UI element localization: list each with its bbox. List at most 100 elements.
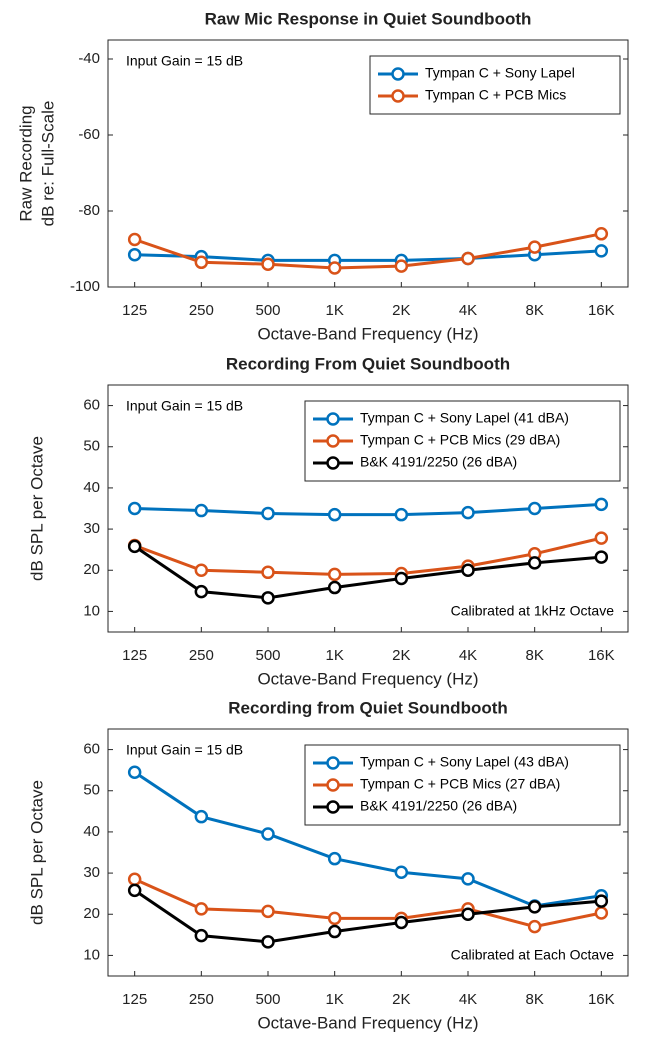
legend-marker [326,778,340,792]
legend-label: B&K 4191/2250 (26 dBA) [360,454,517,470]
data-point [261,257,275,271]
x-tick-label: 250 [189,647,214,664]
series-line [134,877,602,929]
annotation: Input Gain = 15 dB [126,742,243,758]
data-point [261,565,275,580]
data-point [127,872,142,887]
x-tick-label: 8K [525,647,543,664]
chart-title: Raw Mic Response in Quiet Soundbooth [205,9,532,28]
legend-label: Tympan C + Sony Lapel [425,65,575,81]
data-point [194,563,209,577]
data-point [194,584,209,599]
x-tick-label: 250 [189,991,214,1008]
data-point [127,247,142,262]
series-line [133,545,602,600]
y-axis-label: Raw Recording [16,105,35,221]
data-point [594,906,609,920]
data-point [461,251,475,266]
series-line [134,502,602,517]
y-tick-label: 10 [83,946,100,963]
x-axis-label: Octave-Band Frequency (Hz) [257,1013,478,1032]
legend-label: B&K 4191/2250 (26 dBA) [360,798,517,814]
data-point [327,911,342,926]
data-point [594,894,609,908]
x-tick-label: 8K [525,302,543,319]
chart-title: Recording From Quiet Soundbooth [226,354,510,373]
data-point [327,580,342,595]
data-point [327,851,342,866]
legend-label: Tympan C + PCB Mics (27 dBA) [360,776,560,792]
x-tick-label: 125 [122,302,147,319]
series-line [134,249,602,262]
data-point [594,244,609,258]
x-tick-label: 1K [325,991,343,1008]
annotation: Calibrated at Each Octave [451,947,615,963]
data-point [194,928,209,943]
x-tick-label: 500 [255,647,280,664]
data-point [461,872,475,886]
legend-marker [391,89,405,103]
data-point [127,539,142,554]
data-point [327,567,342,582]
annotation: Input Gain = 15 dB [126,398,243,414]
data-point [594,531,609,545]
data-point [461,563,475,577]
data-point [127,765,142,779]
data-point [261,904,275,919]
x-tick-label: 500 [255,991,280,1008]
data-point [527,501,542,516]
legend-marker [326,434,340,448]
data-point [261,591,275,605]
data-point [127,232,142,247]
x-tick-label: 1K [325,647,343,664]
series-line [133,770,602,908]
annotation: Calibrated at 1kHz Octave [451,603,615,619]
data-point [394,571,409,586]
x-tick-label: 8K [525,991,543,1008]
y-tick-label: 40 [83,479,100,496]
y-axis-label: dB SPL per Octave [27,436,46,581]
data-point [527,556,542,570]
data-point [194,503,209,518]
legend-marker [326,800,340,814]
x-tick-label: 4K [459,302,477,319]
data-point [194,255,209,270]
y-tick-label: 50 [83,438,100,455]
data-point [327,507,342,522]
x-tick-label: 2K [392,302,410,319]
data-point [394,507,409,522]
y-tick-label: 20 [83,561,100,578]
series-line [133,889,602,944]
data-point [461,907,475,921]
legend-marker [391,67,405,81]
y-axis-label: dB SPL per Octave [27,780,46,925]
data-point [527,240,542,254]
legend-box [304,400,621,482]
y-tick-label: 40 [83,823,100,840]
data-point [327,261,342,275]
y-tick-label: -60 [78,126,100,143]
y-tick-label: 30 [83,520,100,537]
x-axis-label: Octave-Band Frequency (Hz) [257,669,478,688]
data-point [261,506,275,521]
data-point [394,259,409,273]
x-tick-label: 500 [255,302,280,319]
chart-title: Recording from Quiet Soundbooth [228,698,508,717]
y-tick-label: 50 [83,782,100,799]
data-point [194,809,209,824]
y-tick-label: 20 [83,905,100,922]
legend-marker [326,412,340,426]
x-tick-label: 1K [325,302,343,319]
x-tick-label: 16K [588,302,615,319]
y-axis-label: dB re: Full-Scale [38,101,57,227]
legend-box [369,55,621,115]
y-tick-label: 60 [83,397,100,414]
data-point [527,919,542,934]
series-line [134,232,602,270]
data-point [327,924,342,939]
x-tick-label: 125 [122,647,147,664]
y-tick-label: -100 [70,278,100,295]
data-point [594,227,609,241]
data-point [394,915,409,930]
